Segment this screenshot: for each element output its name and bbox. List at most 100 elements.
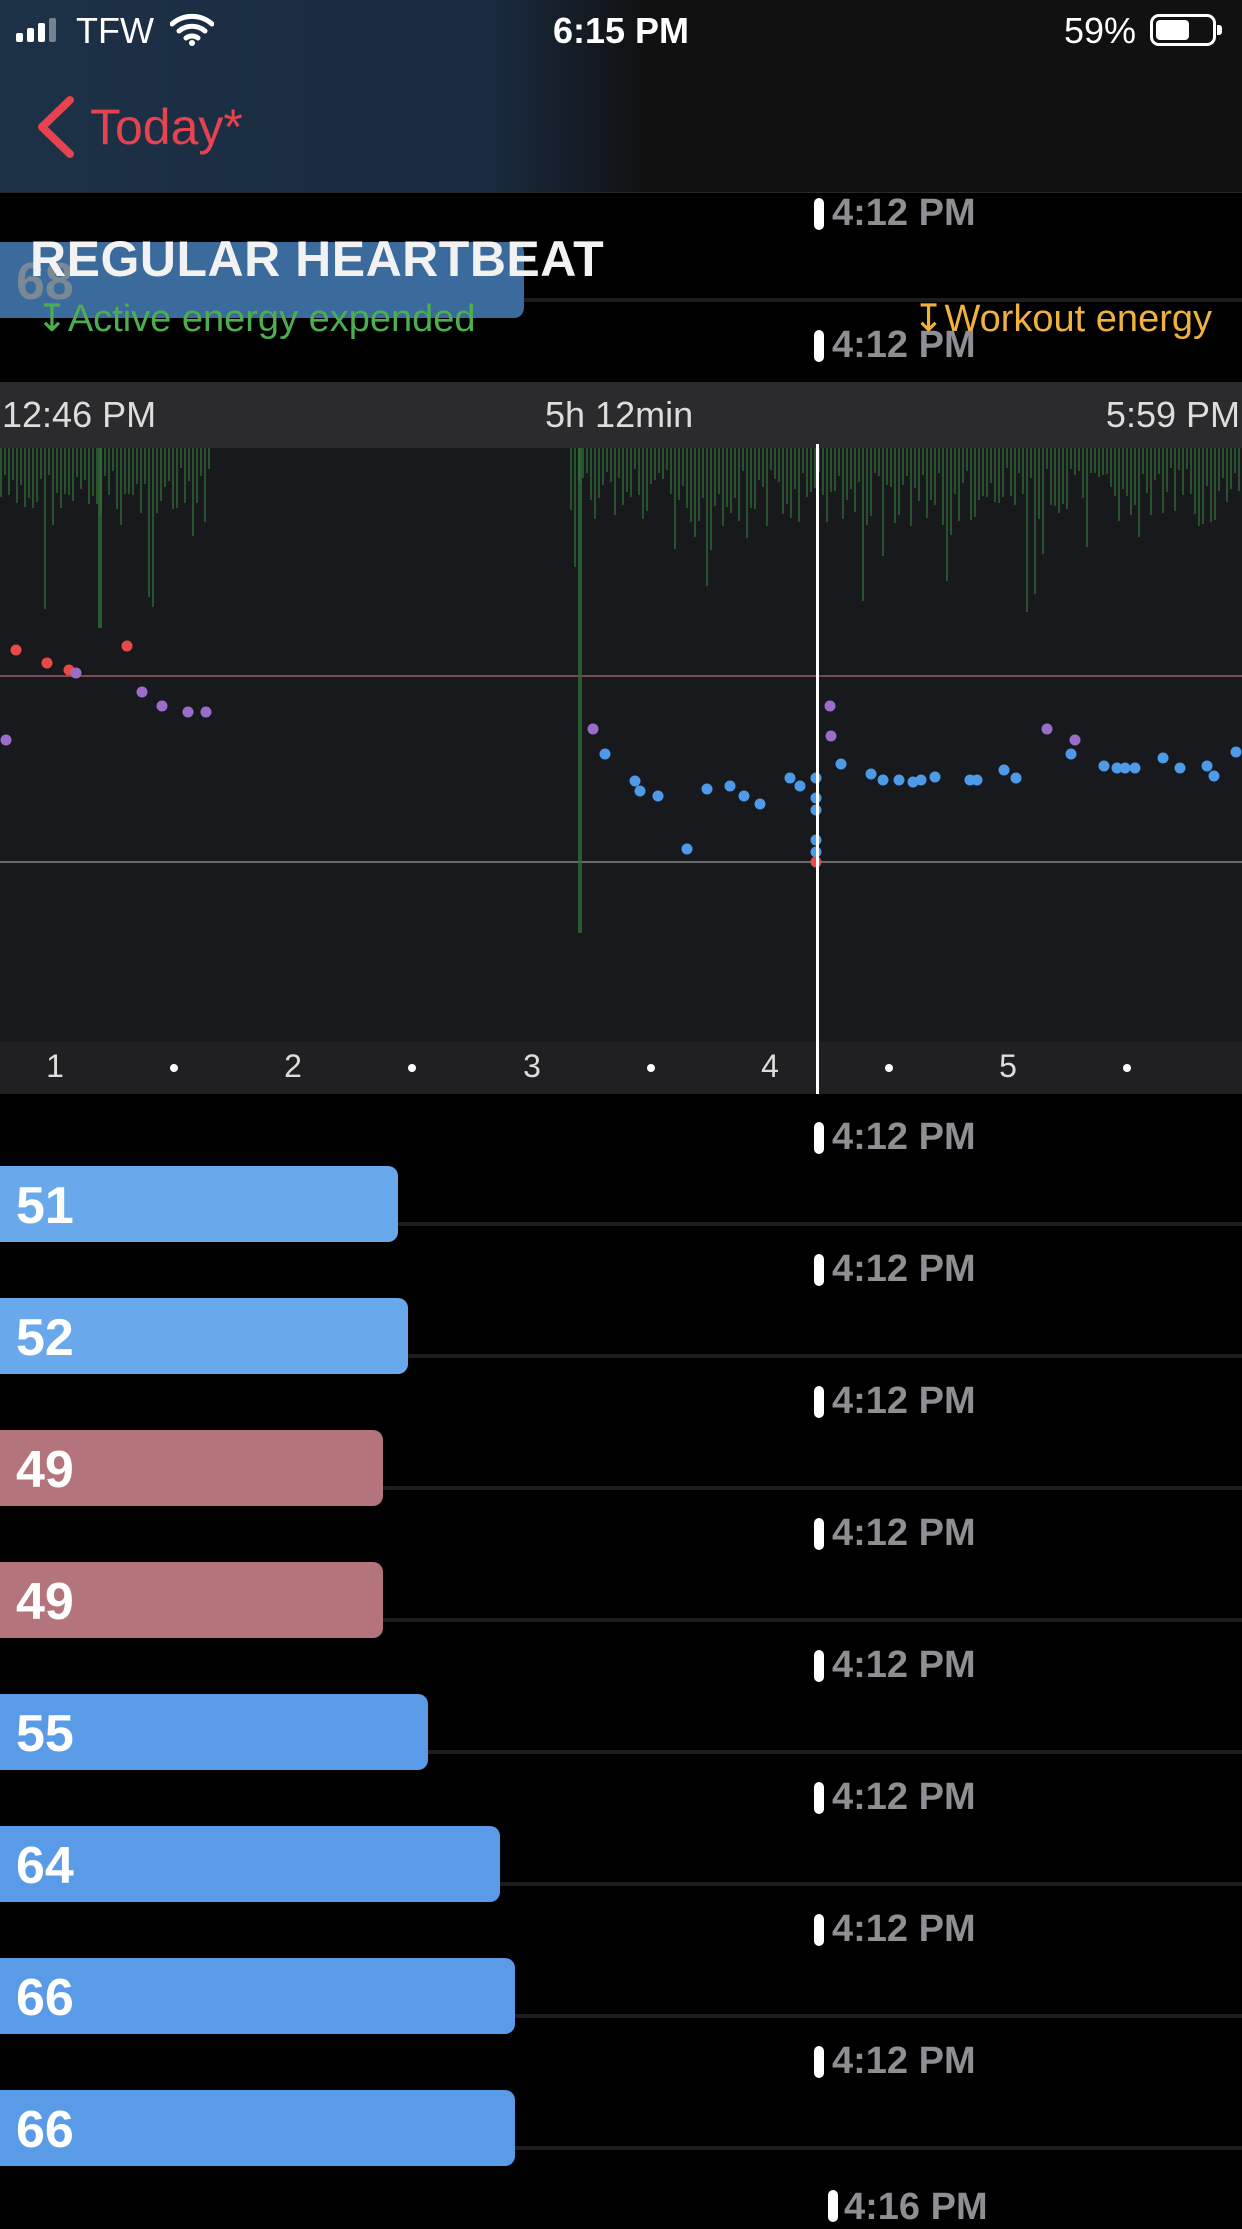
- heart-rate-point: [1111, 762, 1123, 774]
- heart-rate-point: [629, 775, 641, 787]
- time-range-strip[interactable]: 12:46 PM 5h 12min 5:59 PM: [0, 382, 1242, 448]
- axis-tick-label: 5: [999, 1048, 1017, 1084]
- energy-bar: [866, 448, 868, 525]
- list-item[interactable]: 4:12 PM 66: [0, 2018, 1242, 2166]
- energy-bar: [838, 448, 840, 476]
- heart-rate-point: [1041, 723, 1053, 735]
- heart-rate-point: [1010, 772, 1022, 784]
- row-value: 66: [16, 2101, 74, 2159]
- list-item[interactable]: 4:12 PM 64: [0, 1754, 1242, 1902]
- back-chevron-icon[interactable]: [34, 96, 78, 158]
- status-time: 6:15 PM: [552, 10, 690, 51]
- back-button[interactable]: Today*: [90, 99, 243, 155]
- energy-bar: [20, 448, 22, 485]
- energy-bar: [1126, 448, 1128, 496]
- energy-bar: [834, 448, 836, 491]
- energy-bar: [786, 448, 788, 504]
- list-item[interactable]: 4:12 PM 51: [0, 1094, 1242, 1242]
- energy-bar: [706, 448, 708, 586]
- energy-bar: [978, 448, 980, 500]
- list-item[interactable]: 4:12 PM 49: [0, 1490, 1242, 1638]
- energy-bar: [938, 448, 940, 473]
- energy-bar: [926, 448, 928, 518]
- row-value: 64: [16, 1837, 74, 1895]
- energy-bar: [1230, 448, 1232, 489]
- energy-bar: [638, 448, 640, 495]
- energy-bar: [88, 448, 90, 504]
- list-item[interactable]: 4:12 PM 49: [0, 1358, 1242, 1506]
- energy-bar: [746, 448, 748, 538]
- energy-bar: [196, 448, 198, 503]
- energy-bar: [590, 448, 592, 500]
- energy-bar: [630, 448, 632, 497]
- heart-rate-point: [929, 771, 941, 783]
- energy-bar: [886, 448, 888, 485]
- energy-bar: [902, 448, 904, 485]
- heart-rate-point: [1208, 770, 1220, 782]
- row-value: 49: [16, 1441, 74, 1499]
- energy-bar: [40, 448, 42, 479]
- energy-bar: [1110, 448, 1112, 487]
- energy-bar: [950, 448, 952, 535]
- row-time: 4:12 PM: [832, 1116, 976, 1158]
- row-marker: [814, 1650, 824, 1682]
- row-time: 4:12 PM: [832, 1908, 976, 1950]
- heart-rate-point: [1098, 760, 1110, 772]
- energy-bar: [890, 448, 892, 487]
- row-time: 4:12 PM: [832, 192, 976, 234]
- heart-rate-chart[interactable]: [0, 448, 1242, 1042]
- axis-tick-label: 2: [284, 1048, 302, 1084]
- list-item[interactable]: 4:12 PM 55: [0, 1622, 1242, 1770]
- energy-bar: [954, 448, 956, 494]
- energy-bar: [862, 448, 864, 601]
- list-item[interactable]: 4:12 PM 52: [0, 1226, 1242, 1374]
- heartbeat-detail-overlay: REGULAR HEARTBEAT ↧Active energy expende…: [0, 192, 1242, 1094]
- heart-rate-point: [587, 723, 599, 735]
- wifi-icon: [170, 13, 214, 46]
- selection-cursor[interactable]: [816, 444, 819, 1094]
- heart-rate-point: [794, 780, 806, 792]
- energy-bar: [622, 448, 624, 505]
- row-marker: [814, 1782, 824, 1814]
- energy-bar: [180, 448, 182, 468]
- energy-bar: [1150, 448, 1152, 515]
- energy-bar: [646, 448, 648, 511]
- energy-bar: [36, 448, 38, 502]
- energy-bar: [1174, 448, 1176, 511]
- energy-bar: [942, 448, 944, 525]
- energy-bar: [842, 448, 844, 519]
- list-item[interactable]: 4:12 PM 66: [0, 1886, 1242, 2034]
- time-axis: 1 2 3 4 5: [0, 1042, 1242, 1094]
- energy-bar: [878, 448, 880, 476]
- energy-bar: [132, 448, 134, 495]
- energy-bar: [918, 448, 920, 501]
- energy-bar: [914, 448, 916, 488]
- battery-icon: [1150, 14, 1222, 46]
- energy-bar: [966, 448, 968, 471]
- energy-bar: [4, 448, 6, 475]
- list-item[interactable]: 4:12 PM 68: [0, 170, 1242, 318]
- heart-rate-point: [599, 748, 611, 760]
- energy-bar: [958, 448, 960, 521]
- heart-rate-point: [865, 768, 877, 780]
- energy-bar: [806, 448, 808, 497]
- range-start-time: 12:46 PM: [2, 394, 157, 435]
- energy-bar: [778, 448, 780, 482]
- energy-bar: [650, 448, 652, 484]
- energy-bar: [846, 448, 848, 500]
- energy-bar: [734, 448, 736, 498]
- heart-rate-point: [877, 774, 889, 786]
- energy-bar: [24, 448, 26, 507]
- axis-tick-label: 1: [46, 1048, 64, 1084]
- row-marker: [814, 1254, 824, 1286]
- energy-bar: [770, 448, 772, 470]
- energy-bar: [1098, 448, 1100, 477]
- energy-bar: [1078, 448, 1080, 471]
- energy-bar: [184, 448, 186, 503]
- energy-bar: [802, 448, 804, 473]
- row-time: 4:12 PM: [832, 2040, 976, 2082]
- energy-bar: [1066, 448, 1068, 509]
- energy-bar: [1210, 448, 1212, 522]
- energy-bar: [1010, 448, 1012, 496]
- heart-rate-point: [835, 758, 847, 770]
